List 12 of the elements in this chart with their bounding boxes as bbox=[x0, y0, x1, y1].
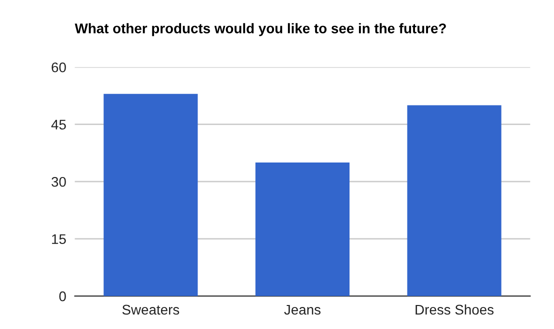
bar bbox=[104, 94, 198, 296]
y-tick-label: 15 bbox=[52, 234, 66, 244]
y-tick-label: 60 bbox=[52, 62, 66, 72]
y-tick-label: 30 bbox=[52, 176, 66, 187]
y-tick-label: 45 bbox=[51, 120, 66, 130]
x-tick-label: Sweaters bbox=[122, 304, 180, 315]
chart-title: What other products would you like to see in the future? bbox=[74, 23, 446, 36]
bar bbox=[255, 162, 350, 296]
y-tick-label: 0 bbox=[59, 291, 66, 302]
bar bbox=[407, 105, 502, 296]
x-tick-label: Dress Shoes bbox=[416, 304, 494, 315]
x-tick-label: Jeans bbox=[284, 304, 321, 315]
